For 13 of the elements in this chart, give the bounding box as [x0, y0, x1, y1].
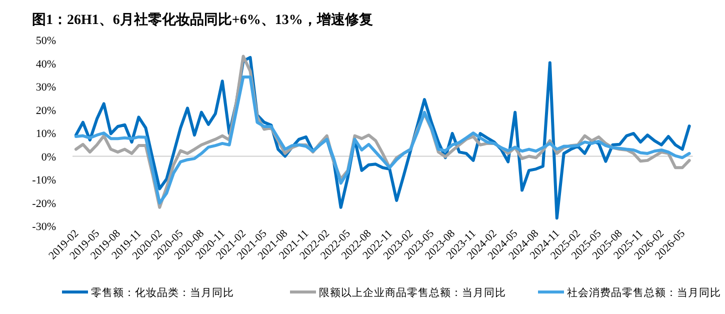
ytick: 10%	[36, 128, 56, 140]
ytick: -30%	[32, 221, 56, 233]
legend-item: 零售额：化妆品类：当月同比	[91, 287, 234, 299]
ytick: -20%	[32, 198, 56, 210]
ytick: 50%	[36, 35, 56, 47]
ytick: 30%	[36, 82, 56, 94]
ytick: 40%	[36, 58, 56, 70]
title: 图1：26H1、6月社零化妆品同比+6%、13%，增速修复	[32, 13, 373, 28]
legend-item: 社会消费品零售总额：当月同比	[567, 287, 721, 299]
ytick: -10%	[32, 174, 56, 186]
legend-item: 限额以上企业商品零售总额：当月同比	[319, 287, 506, 299]
ytick: 0%	[41, 151, 56, 164]
ytick: 20%	[36, 104, 56, 117]
